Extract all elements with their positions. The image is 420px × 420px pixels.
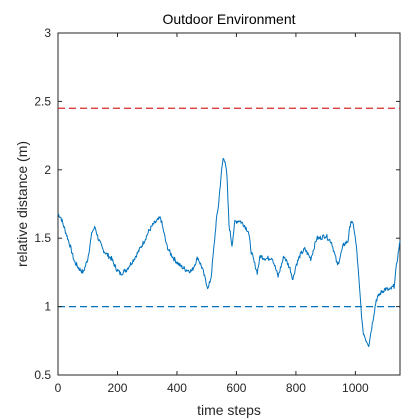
distance-series-line bbox=[57, 158, 401, 348]
x-tick-label: 400 bbox=[167, 381, 187, 395]
chart-title: Outdoor Environment bbox=[162, 11, 295, 27]
y-tick-label: 0.5 bbox=[34, 368, 51, 382]
x-axis-label: time steps bbox=[197, 402, 261, 418]
y-tick-label: 1.5 bbox=[34, 231, 51, 245]
x-tick-label: 0 bbox=[55, 381, 62, 395]
y-tick-label: 2 bbox=[44, 163, 51, 177]
x-tick-label: 1000 bbox=[342, 381, 369, 395]
x-tick-label: 600 bbox=[226, 381, 246, 395]
x-tick-label: 800 bbox=[286, 381, 306, 395]
y-axis: 0.5 1 1.5 2 2.5 3 bbox=[34, 26, 400, 382]
x-tick-label: 200 bbox=[107, 381, 127, 395]
plot-area bbox=[57, 32, 401, 376]
y-tick-label: 2.5 bbox=[34, 94, 51, 108]
y-tick-label: 1 bbox=[44, 300, 51, 314]
y-axis-label: relative distance (m) bbox=[14, 141, 30, 267]
x-axis: 0 200 400 600 800 1000 bbox=[55, 33, 369, 395]
y-tick-label: 3 bbox=[44, 26, 51, 40]
axes-box bbox=[57, 32, 401, 376]
